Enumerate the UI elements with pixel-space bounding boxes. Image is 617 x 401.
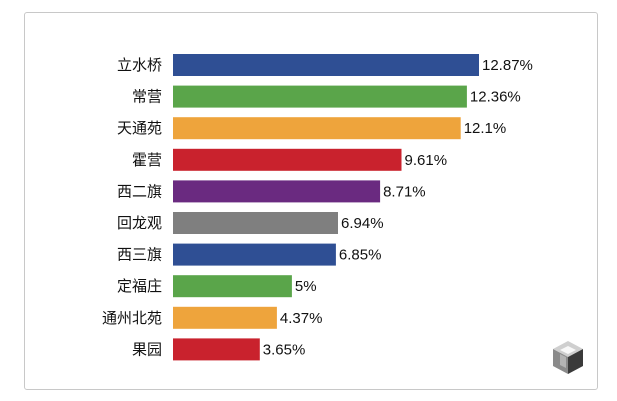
value-label: 6.94% xyxy=(341,215,384,232)
category-label: 通州北苑 xyxy=(102,309,162,327)
value-label: 12.36% xyxy=(470,89,521,106)
bar xyxy=(173,180,381,203)
value-label: 4.37% xyxy=(280,310,323,327)
category-label: 定福庄 xyxy=(117,277,162,295)
bar xyxy=(173,117,461,140)
bar xyxy=(173,338,260,361)
category-label: 天通苑 xyxy=(117,119,162,137)
value-label: 6.85% xyxy=(339,247,382,264)
bar xyxy=(173,306,277,329)
bar xyxy=(173,148,402,171)
category-label: 霍营 xyxy=(132,151,162,169)
category-label: 果园 xyxy=(132,340,162,358)
value-label: 5% xyxy=(295,278,317,295)
value-label: 8.71% xyxy=(383,183,426,200)
category-label: 立水桥 xyxy=(117,56,162,74)
value-label: 12.87% xyxy=(482,57,533,74)
category-label: 常营 xyxy=(132,88,162,106)
category-label: 西三旗 xyxy=(117,246,162,264)
category-label: 回龙观 xyxy=(117,214,162,232)
bar xyxy=(173,275,292,298)
value-label: 9.61% xyxy=(405,152,448,169)
bar xyxy=(173,54,479,76)
bar xyxy=(173,212,338,234)
bar xyxy=(173,243,336,266)
category-label: 西二旗 xyxy=(117,182,162,200)
value-label: 3.65% xyxy=(263,341,306,358)
bar xyxy=(173,85,467,108)
value-label: 12.1% xyxy=(464,120,507,137)
cube-logo-icon xyxy=(553,341,583,374)
